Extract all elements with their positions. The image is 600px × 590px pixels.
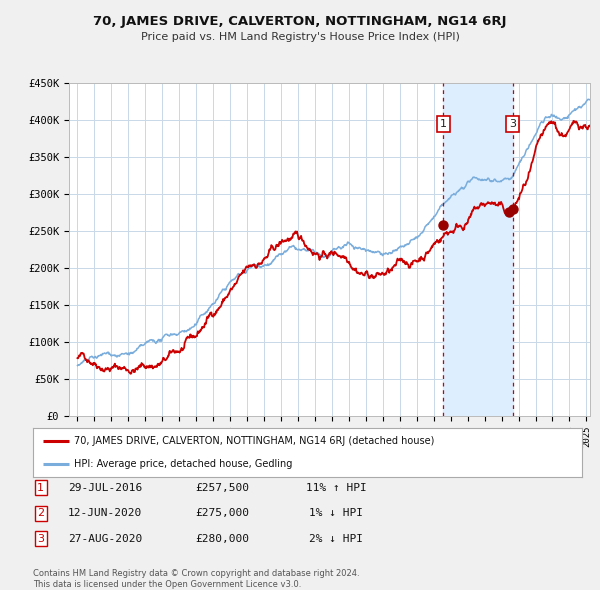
Text: HPI: Average price, detached house, Gedling: HPI: Average price, detached house, Gedl… [74,458,293,468]
Text: 3: 3 [37,534,44,543]
Text: 70, JAMES DRIVE, CALVERTON, NOTTINGHAM, NG14 6RJ (detached house): 70, JAMES DRIVE, CALVERTON, NOTTINGHAM, … [74,437,434,447]
Text: Price paid vs. HM Land Registry's House Price Index (HPI): Price paid vs. HM Land Registry's House … [140,32,460,42]
Text: £275,000: £275,000 [195,509,249,518]
Text: 3: 3 [509,119,516,129]
Text: Contains HM Land Registry data © Crown copyright and database right 2024.
This d: Contains HM Land Registry data © Crown c… [33,569,359,589]
Text: 70, JAMES DRIVE, CALVERTON, NOTTINGHAM, NG14 6RJ: 70, JAMES DRIVE, CALVERTON, NOTTINGHAM, … [93,15,507,28]
Text: 12-JUN-2020: 12-JUN-2020 [68,509,142,518]
Text: 29-JUL-2016: 29-JUL-2016 [68,483,142,493]
Text: £280,000: £280,000 [195,534,249,543]
Bar [443,83,512,416]
Text: 1% ↓ HPI: 1% ↓ HPI [309,509,363,518]
Text: £257,500: £257,500 [195,483,249,493]
Text: 1: 1 [440,119,447,129]
Text: 2: 2 [37,509,44,518]
Text: 2% ↓ HPI: 2% ↓ HPI [309,534,363,543]
Text: 11% ↑ HPI: 11% ↑ HPI [305,483,367,493]
Text: 1: 1 [37,483,44,493]
Text: 27-AUG-2020: 27-AUG-2020 [68,534,142,543]
